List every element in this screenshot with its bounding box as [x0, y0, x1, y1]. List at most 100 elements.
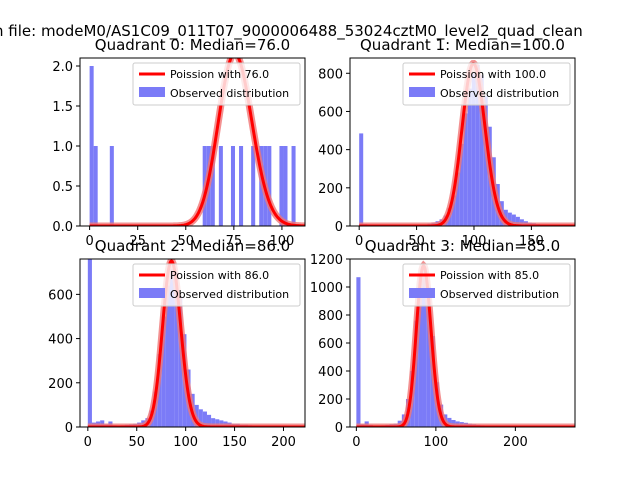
y-tick-label: 800 [318, 309, 343, 324]
y-tick-label: 1000 [310, 281, 343, 296]
histogram-bar [507, 212, 512, 226]
x-tick-label: 0 [85, 234, 93, 249]
y-tick-label: 1200 [310, 253, 343, 268]
legend-bar-label: Observed distribution [440, 288, 559, 301]
histogram-bar [174, 272, 179, 427]
y-tick-label: 1.5 [52, 100, 73, 115]
figure-suptitle: n file: modeM0/AS1C09_011T07_9000006488_… [0, 22, 583, 41]
y-tick-label: 200 [318, 182, 343, 197]
legend-box [132, 62, 301, 106]
y-tick-label: 2.0 [52, 60, 73, 75]
legend-bar-label: Observed distribution [170, 87, 289, 100]
histogram-bar [230, 146, 235, 226]
histogram-bar [418, 275, 423, 427]
legend-line-label: Poission with 76.0 [170, 68, 269, 81]
plot-area [356, 260, 575, 427]
y-tick-label: 400 [318, 144, 343, 159]
histogram-bar [93, 146, 98, 226]
histogram-bar [511, 214, 516, 226]
poisson-curve [89, 58, 305, 226]
y-tick-label: 600 [318, 337, 343, 352]
histogram-bar [267, 146, 272, 226]
legend-bar-label: Observed distribution [440, 87, 559, 100]
histogram-bar [215, 419, 220, 427]
histogram-bar [198, 409, 203, 427]
legend-line-label: Poission with 85.0 [440, 269, 539, 282]
legend-box [402, 263, 571, 307]
y-tick-label: 1.0 [52, 140, 73, 155]
quadrant-2-plot: 0 50 100 150 200 0 200 400 600 Poission with 86.0… [48, 237, 306, 450]
histogram-bar [157, 354, 162, 427]
histogram-bar [178, 296, 183, 427]
histogram-bar [239, 146, 244, 226]
quadrant-title: Quadrant 1: Median=100.0 [360, 36, 565, 54]
y-tick-label: 200 [48, 377, 73, 392]
legend-box [132, 263, 301, 307]
histogram-bar [283, 146, 288, 226]
quadrant-1-plot: 0 50 100 150 0 200 400 600 800 Poission with 100.… [318, 36, 576, 249]
histogram-bar [211, 418, 216, 427]
y-tick-label: 400 [48, 333, 73, 348]
y-tick-label: 0.5 [52, 180, 73, 195]
histogram-bar [89, 66, 94, 226]
poisson-curve [87, 259, 305, 427]
histogram-bar [422, 267, 427, 427]
y-tick-label: 0 [335, 421, 343, 436]
histogram-bar [87, 259, 92, 427]
histogram-bar [161, 316, 166, 427]
x-tick-label: 50 [408, 234, 425, 249]
histogram-bar [479, 75, 484, 226]
legend-bar-swatch [409, 87, 435, 97]
legend-line-label: Poission with 86.0 [170, 269, 269, 282]
x-tick-label: 200 [503, 435, 528, 450]
y-tick-label: 600 [48, 288, 73, 303]
histogram-bar [170, 268, 175, 427]
histogram-bar [447, 417, 452, 427]
y-tick-label: 400 [318, 365, 343, 380]
legend-line-label: Poission with 100.0 [440, 68, 546, 81]
histogram-bar [251, 146, 256, 226]
histogram-bar [291, 146, 296, 226]
x-tick-label: 100 [423, 435, 448, 450]
quadrant-title: Quadrant 2: Median=86.0 [95, 237, 290, 255]
plot-area [89, 58, 305, 226]
histogram-bar [218, 146, 223, 226]
legend-bar-swatch [409, 288, 435, 298]
x-tick-label: 150 [519, 234, 544, 249]
histogram-bar [206, 414, 212, 427]
x-tick-label: 100 [462, 234, 487, 249]
histogram-bar [109, 146, 114, 226]
y-tick-label: 600 [318, 105, 343, 120]
quadrant-0-plot: 0 25 50 75 100 0.0 0.5 1.0 1.5 2.0 Poission with 7… [52, 36, 306, 249]
legend-bar-swatch [139, 288, 165, 298]
histogram-bar [451, 195, 456, 226]
y-tick-label: 0 [65, 421, 73, 436]
x-tick-label: 150 [222, 435, 247, 450]
axes-frame [79, 258, 306, 428]
y-tick-label: 200 [318, 393, 343, 408]
x-tick-label: 0 [355, 234, 363, 249]
axes-frame [79, 57, 306, 227]
x-tick-label: 200 [271, 435, 296, 450]
legend-bar-swatch [139, 87, 165, 97]
quadrant-title: Quadrant 0: Median=76.0 [95, 36, 290, 54]
histogram-bar [455, 172, 460, 226]
histogram-bar [210, 146, 215, 226]
histogram-bar [471, 73, 476, 226]
histogram-bar [426, 287, 431, 427]
x-tick-label: 50 [128, 435, 145, 450]
histogram-bar [279, 146, 284, 226]
y-tick-label: 0.0 [52, 220, 73, 235]
x-tick-label: 100 [173, 435, 198, 450]
histogram-bar [467, 88, 472, 226]
legend-bar-label: Observed distribution [170, 288, 289, 301]
axes-frame [349, 57, 576, 227]
legend-box [402, 62, 571, 106]
x-tick-label: 0 [352, 435, 360, 450]
histogram-bar [356, 277, 361, 427]
x-tick-label: 25 [129, 234, 146, 249]
histogram-bar [515, 216, 520, 226]
histogram-bar [483, 96, 488, 226]
